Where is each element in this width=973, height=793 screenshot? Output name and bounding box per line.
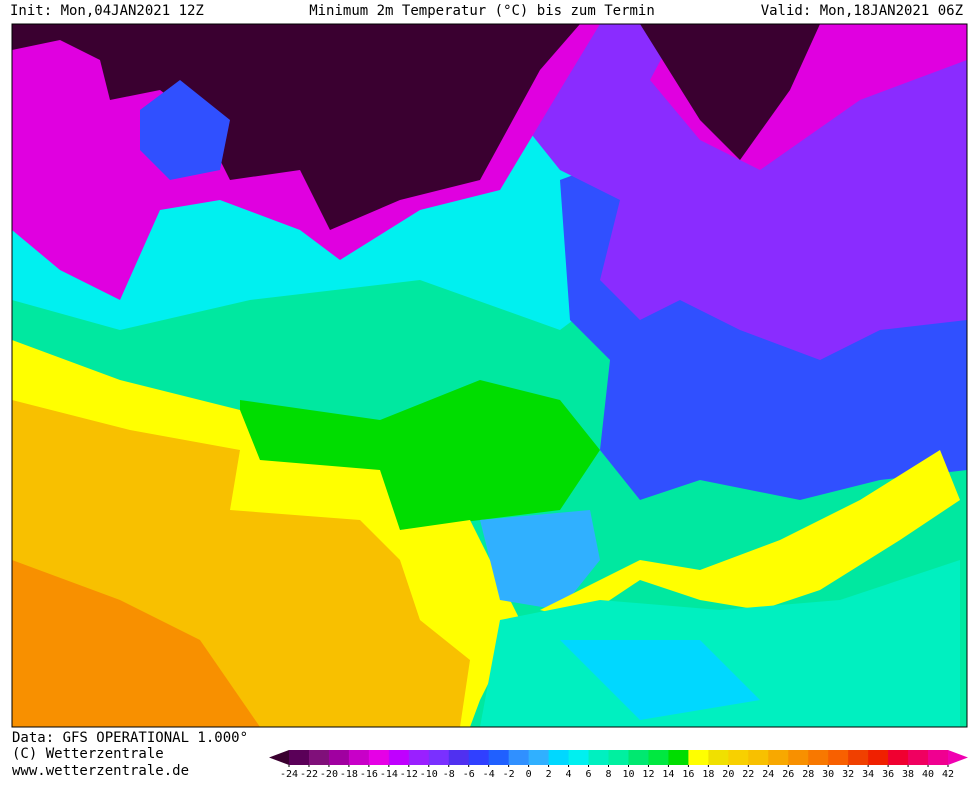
colorbar-segment	[588, 750, 610, 765]
colorbar-label: 24	[762, 769, 774, 780]
colorbar-segment	[708, 750, 729, 765]
map-frame	[11, 23, 968, 728]
colorbar-label: -4	[483, 769, 495, 780]
colorbar-label: 10	[622, 769, 634, 780]
temperature-map	[12, 24, 967, 727]
colorbar-label: 20	[722, 769, 734, 780]
footer-url: www.wetterzentrale.de	[12, 763, 189, 779]
colorbar-high-arrow	[948, 750, 968, 765]
map-title: Minimum 2m Temperatur (°C) bis zum Termi…	[309, 3, 655, 19]
colorbar-low-arrow	[269, 750, 289, 765]
colorbar-segment	[748, 750, 769, 765]
colorbar-segment	[488, 750, 510, 765]
colorbar-label: -12	[400, 769, 418, 780]
colorbar-label: 0	[526, 769, 532, 780]
colorbar-label: 14	[662, 769, 674, 780]
colorbar-label: -8	[443, 769, 455, 780]
colorbar-segment	[908, 750, 929, 765]
colorbar-segment	[289, 750, 310, 765]
footer-data: Data: GFS OPERATIONAL 1.000°	[12, 730, 248, 746]
colorbar-label: 38	[902, 769, 914, 780]
colorbar-segment	[928, 750, 949, 765]
colorbar-segment	[328, 750, 350, 765]
colorbar-label: -14	[380, 769, 398, 780]
colorbar-label: 30	[822, 769, 834, 780]
colorbar-segment	[388, 750, 410, 765]
colorbar-segment	[828, 750, 849, 765]
colorbar-segment	[308, 750, 330, 765]
colorbar-label: 34	[862, 769, 874, 780]
colorbar-label: 40	[922, 769, 934, 780]
colorbar-label: -24	[280, 769, 298, 780]
colorbar-label: 6	[586, 769, 592, 780]
colorbar-segment	[848, 750, 869, 765]
colorbar-label: 4	[566, 769, 572, 780]
colorbar-segment	[668, 750, 689, 765]
colorbar-segment	[688, 750, 709, 765]
colorbar-label: -2	[503, 769, 515, 780]
colorbar-label: -22	[300, 769, 318, 780]
colorbar-segment	[648, 750, 669, 765]
colorbar-segment	[528, 750, 550, 765]
colorbar-segment	[808, 750, 829, 765]
colorbar-label: 2	[546, 769, 552, 780]
colorbar-label: 36	[882, 769, 894, 780]
colorbar-label: 26	[782, 769, 794, 780]
colorbar-segment	[448, 750, 470, 765]
colorbar-label: 8	[605, 769, 611, 780]
colorbar-segment	[868, 750, 889, 765]
colorbar-segment	[568, 750, 590, 765]
colorbar-label: 12	[642, 769, 654, 780]
colorbar-segment	[548, 750, 570, 765]
colorbar-label: -18	[340, 769, 358, 780]
colorbar-segment	[408, 750, 430, 765]
colorbar-segment	[728, 750, 749, 765]
colorbar-segment	[608, 750, 629, 765]
colorbar-segment	[348, 750, 370, 765]
valid-label: Valid: Mon,18JAN2021 06Z	[761, 3, 963, 19]
colorbar-label: -20	[320, 769, 338, 780]
colorbar-label: 32	[842, 769, 854, 780]
colorbar-segment	[468, 750, 490, 765]
colorbar-label: -16	[360, 769, 378, 780]
init-label: Init: Mon,04JAN2021 12Z	[10, 3, 204, 19]
colorbar-label: 22	[742, 769, 754, 780]
colorbar-label: 16	[682, 769, 694, 780]
colorbar-label: 18	[702, 769, 714, 780]
colorbar-segment	[368, 750, 390, 765]
colorbar-label: -6	[463, 769, 475, 780]
colorbar-segment	[788, 750, 809, 765]
colorbar-segment	[768, 750, 789, 765]
colorbar-segment	[428, 750, 450, 765]
colorbar-segment	[888, 750, 909, 765]
colorbar-segment	[508, 750, 530, 765]
colorbar-label: 42	[942, 769, 954, 780]
colorbar: -24 -22 -20 -18 -16 -14 -12 -10 -8 -6 -4 -2 0 2 4 6 8 10 1…	[269, 750, 968, 780]
colorbar-label: 28	[802, 769, 814, 780]
colorbar-label: -10	[420, 769, 438, 780]
footer-copyright: (C) Wetterzentrale	[12, 746, 164, 762]
colorbar-segment	[628, 750, 649, 765]
